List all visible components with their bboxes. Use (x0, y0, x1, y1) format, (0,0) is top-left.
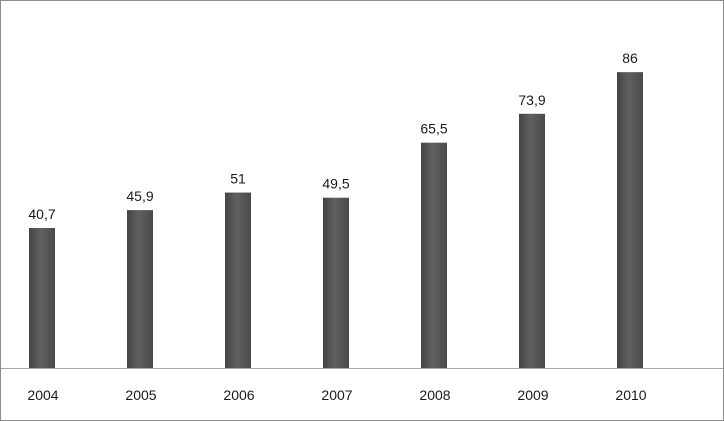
bar-2006 (225, 192, 251, 368)
bar-2008 (421, 142, 447, 368)
x-tick-label-2007: 2007 (321, 387, 352, 403)
x-tick-label-2005: 2005 (125, 387, 156, 403)
data-label-2005: 45,9 (126, 188, 153, 204)
data-label-2009: 73,9 (518, 92, 545, 108)
x-tick-label-2008: 2008 (419, 387, 450, 403)
bar-2005 (127, 210, 153, 368)
data-label-2008: 65,5 (420, 121, 447, 137)
x-tick-label-2004: 2004 (27, 387, 58, 403)
bar-2010 (617, 72, 643, 368)
x-tick-labels-layer: 2004 2005 2006 2007 2008 2009 2010 (27, 387, 646, 403)
data-label-2006: 51 (230, 171, 246, 187)
data-label-2004: 40,7 (28, 206, 55, 222)
data-label-2007: 49,5 (322, 176, 349, 192)
data-labels-layer: 40,7 45,9 51 49,5 65,5 73,9 86 (28, 50, 638, 222)
bar-2007 (323, 197, 349, 368)
x-tick-label-2010: 2010 (615, 387, 646, 403)
bar-2004 (29, 227, 55, 368)
data-label-2010: 86 (622, 50, 638, 66)
bars-layer (29, 72, 643, 368)
bar-2009 (519, 113, 545, 368)
x-tick-label-2009: 2009 (517, 387, 548, 403)
x-tick-label-2006: 2006 (223, 387, 254, 403)
